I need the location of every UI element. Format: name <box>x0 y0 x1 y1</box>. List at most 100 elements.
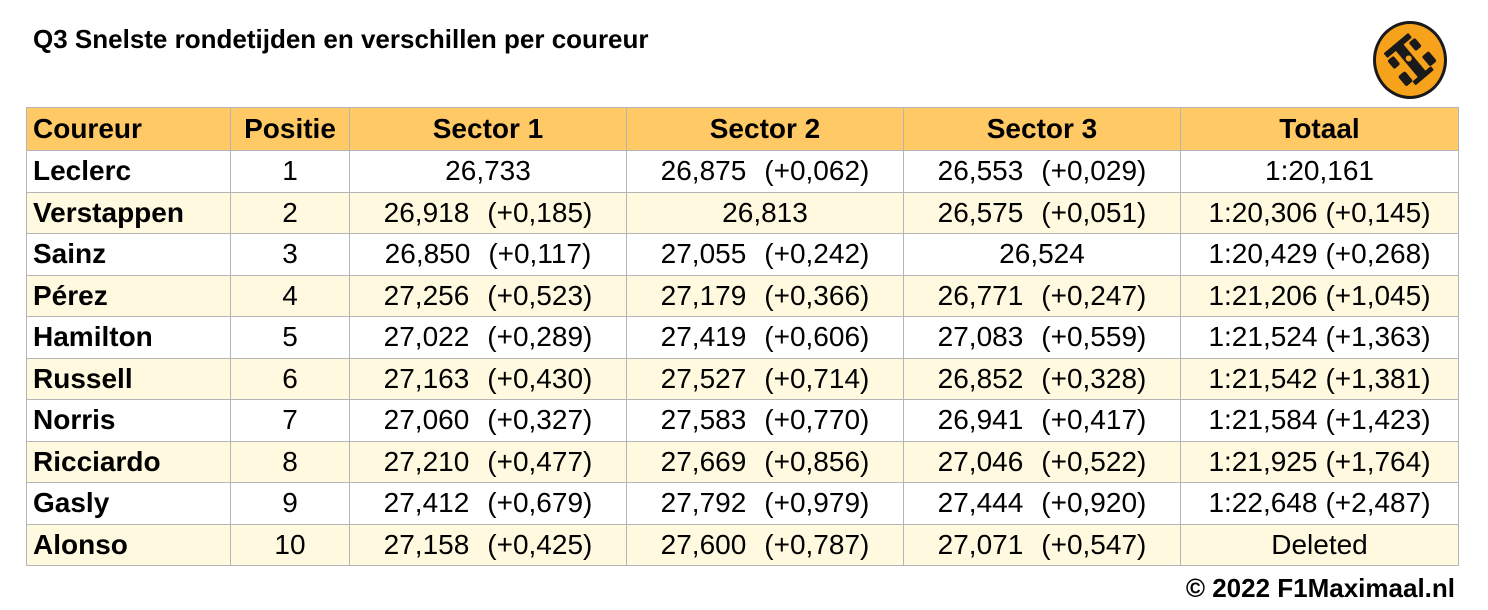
column-header: Coureur <box>26 107 231 151</box>
sector-3-time: 27,444 <box>937 487 1024 519</box>
position-cell: 7 <box>230 399 350 442</box>
sector-3-gap: (+0,417) <box>1041 404 1147 436</box>
sector-1-gap: (+0,425) <box>487 528 593 560</box>
sector-3-gap: (+0,029) <box>1041 155 1147 187</box>
sector-2-cell: 27,669 (+0,856) <box>626 440 904 483</box>
sector-2-cell: 26,813 <box>626 191 904 234</box>
total-cell: 1:21,542 (+1,381) <box>1180 357 1459 400</box>
sector-2-cell: 27,419 (+0,606) <box>626 316 904 359</box>
table-header-row: Coureur Positie Sector 1 Sector 2 Sector 3 To… <box>26 107 1459 151</box>
total-cell: 1:20,161 <box>1180 150 1459 193</box>
table-row: Norris 7 27,060 (+0,327) 27,583 (+0,770) 26,94… <box>26 399 1459 442</box>
sector-3-cell: 26,553 (+0,029) <box>903 150 1181 193</box>
sector-2-gap: (+0,714) <box>764 362 870 394</box>
sector-1-time: 27,158 <box>383 528 470 560</box>
sector-2-gap: (+0,062) <box>764 155 870 187</box>
sector-1-time: 26,850 <box>384 238 471 270</box>
sector-2-gap: (+0,770) <box>764 404 870 436</box>
sector-1-time: 27,256 <box>383 279 470 311</box>
sector-2-time: 27,792 <box>660 487 747 519</box>
sector-3-time: 26,575 <box>937 196 1024 228</box>
position-cell: 6 <box>230 357 350 400</box>
sector-3-time: 26,524 <box>999 238 1085 270</box>
position-cell: 2 <box>230 191 350 234</box>
total-time: 1:21,542 <box>1208 362 1318 394</box>
sector-1-gap: (+0,327) <box>487 404 593 436</box>
sector-3-cell: 27,444 (+0,920) <box>903 482 1181 525</box>
sector-2-time: 27,419 <box>660 321 747 353</box>
total-time: 1:20,161 <box>1265 155 1374 187</box>
driver-name: Alonso <box>26 523 231 566</box>
driver-name: Ricciardo <box>26 440 231 483</box>
total-cell: 1:20,306 (+0,145) <box>1180 191 1459 234</box>
total-gap: (+1,764) <box>1325 445 1431 477</box>
position-cell: 5 <box>230 316 350 359</box>
sector-3-gap: (+0,051) <box>1041 196 1147 228</box>
table-row: Ricciardo 8 27,210 (+0,477) 27,669 (+0,856) 27… <box>26 440 1459 483</box>
sector-3-cell: 26,852 (+0,328) <box>903 357 1181 400</box>
sector-1-time: 26,918 <box>383 196 470 228</box>
sector-2-time: 26,875 <box>660 155 747 187</box>
table-row: Verstappen 2 26,918 (+0,185) 26,813 26,575 (+0… <box>26 191 1459 234</box>
total-gap: (+1,423) <box>1325 404 1431 436</box>
sector-3-cell: 26,941 (+0,417) <box>903 399 1181 442</box>
sector-1-cell: 26,918 (+0,185) <box>349 191 627 234</box>
table-row: Pérez 4 27,256 (+0,523) 27,179 (+0,366) 26,771… <box>26 274 1459 317</box>
sector-3-gap: (+0,547) <box>1041 528 1147 560</box>
sector-2-time: 27,527 <box>660 362 747 394</box>
sector-1-cell: 27,412 (+0,679) <box>349 482 627 525</box>
sector-3-time: 26,553 <box>937 155 1024 187</box>
total-gap: (+0,145) <box>1325 196 1431 228</box>
race-car-icon <box>1373 21 1447 99</box>
sector-3-time: 26,852 <box>937 362 1024 394</box>
sector-2-time: 27,583 <box>660 404 747 436</box>
driver-name: Russell <box>26 357 231 400</box>
sector-1-gap: (+0,430) <box>487 362 593 394</box>
sector-3-cell: 26,524 <box>903 233 1181 276</box>
sector-2-cell: 27,179 (+0,366) <box>626 274 904 317</box>
page-title: Q3 Snelste rondetijden en verschillen pe… <box>33 24 649 54</box>
sector-1-time: 27,163 <box>383 362 470 394</box>
driver-name: Leclerc <box>26 150 231 193</box>
total-gap: (+1,381) <box>1325 362 1431 394</box>
sector-1-gap: (+0,117) <box>488 238 592 270</box>
logo <box>1372 20 1448 100</box>
sector-2-cell: 27,527 (+0,714) <box>626 357 904 400</box>
sector-2-cell: 27,583 (+0,770) <box>626 399 904 442</box>
sector-2-gap: (+0,242) <box>764 238 870 270</box>
total-time: Deleted <box>1271 528 1368 560</box>
total-time: 1:21,524 <box>1208 321 1318 353</box>
sector-3-gap: (+0,247) <box>1041 279 1147 311</box>
sector-1-time: 27,022 <box>383 321 470 353</box>
position-cell: 3 <box>230 233 350 276</box>
column-header: Sector 3 <box>903 107 1181 151</box>
table-row: Leclerc 1 26,733 26,875 (+0,062) 26,553 (+0,02… <box>26 150 1459 193</box>
sector-3-cell: 26,575 (+0,051) <box>903 191 1181 234</box>
sector-2-time: 27,669 <box>660 445 747 477</box>
sector-2-time: 27,179 <box>660 279 747 311</box>
total-cell: 1:21,925 (+1,764) <box>1180 440 1459 483</box>
column-header: Positie <box>230 107 350 151</box>
total-time: 1:20,429 <box>1208 238 1318 270</box>
sector-1-time: 27,210 <box>383 445 470 477</box>
sector-2-time: 27,600 <box>660 528 747 560</box>
total-gap: (+0,268) <box>1325 238 1431 270</box>
sector-1-gap: (+0,289) <box>487 321 593 353</box>
sector-3-cell: 27,046 (+0,522) <box>903 440 1181 483</box>
driver-name: Sainz <box>26 233 231 276</box>
table-row: Hamilton 5 27,022 (+0,289) 27,419 (+0,606) 27,… <box>26 316 1459 359</box>
sector-1-cell: 26,850 (+0,117) <box>349 233 627 276</box>
total-gap: (+1,363) <box>1325 321 1431 353</box>
table-row: Sainz 3 26,850 (+0,117) 27,055 (+0,242) 26,524… <box>26 233 1459 276</box>
total-cell: 1:21,524 (+1,363) <box>1180 316 1459 359</box>
table-body: Leclerc 1 26,733 26,875 (+0,062) 26,553 (+0,02… <box>26 150 1459 566</box>
sector-1-gap: (+0,523) <box>487 279 593 311</box>
sector-1-gap: (+0,185) <box>487 196 593 228</box>
sector-3-time: 27,083 <box>937 321 1024 353</box>
sector-1-time: 27,060 <box>383 404 470 436</box>
total-gap: (+1,045) <box>1325 279 1431 311</box>
total-time: 1:21,925 <box>1208 445 1318 477</box>
total-time: 1:21,206 <box>1208 279 1318 311</box>
sector-1-gap: (+0,477) <box>487 445 593 477</box>
position-cell: 10 <box>230 523 350 566</box>
